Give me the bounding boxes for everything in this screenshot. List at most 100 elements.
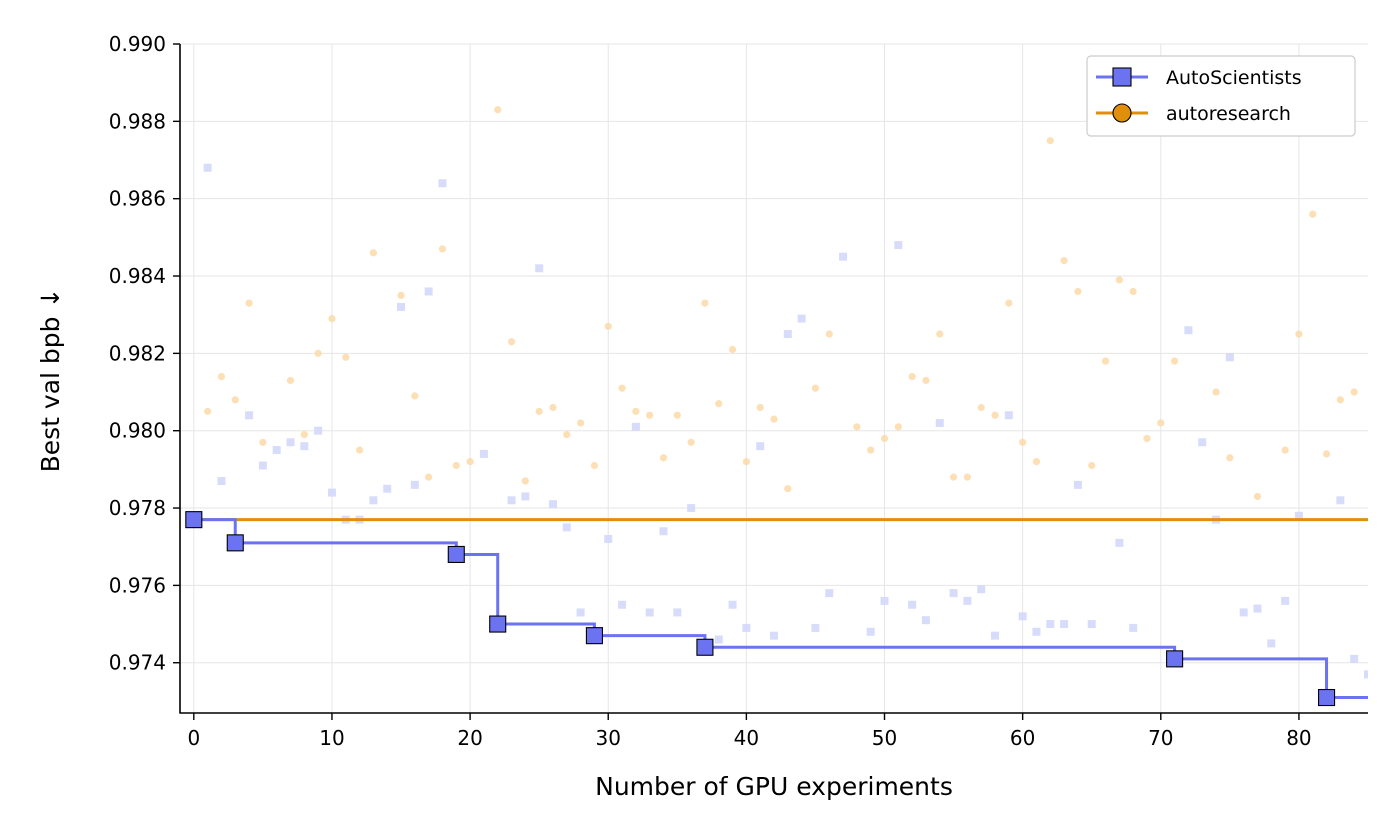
autoresearch-trial-point bbox=[1226, 454, 1234, 462]
autoresearch-trial-point bbox=[563, 430, 571, 439]
x-tick-label: 10 bbox=[319, 726, 344, 750]
autoresearch-trial-point bbox=[728, 345, 737, 354]
autoresearch-trial-point bbox=[867, 446, 875, 454]
autoresearch-trial-point bbox=[1336, 396, 1344, 404]
trial-points bbox=[203, 106, 1368, 679]
y-tick-label: 0.988 bbox=[109, 109, 166, 133]
autoscientists-trial-point bbox=[203, 163, 212, 172]
autoresearch-trial-point bbox=[590, 461, 599, 470]
autoscientists-trial-point bbox=[1060, 620, 1069, 629]
autoscientists-trial-point bbox=[1239, 608, 1248, 617]
autoresearch-trial-point bbox=[300, 430, 308, 439]
autoscientists-trial-point bbox=[1032, 627, 1041, 636]
legend-frame bbox=[1086, 55, 1356, 137]
autoresearch-trial-point bbox=[977, 403, 985, 412]
autoresearch-trial-point bbox=[466, 458, 474, 466]
tick-labels: 0 10 20 30 40 50 60 70 80 0.974 0.976 0.978 0.980 0.9… bbox=[109, 32, 1312, 750]
autoresearch-trial-point bbox=[632, 407, 640, 415]
autoresearch-trial-point bbox=[1281, 446, 1289, 454]
y-tick-label: 0.976 bbox=[109, 573, 166, 597]
autoresearch-trial-point bbox=[1019, 438, 1027, 446]
autoscientists-best-marker bbox=[185, 511, 203, 529]
autoscientists-best-marker bbox=[1166, 650, 1184, 668]
x-tick-label: 80 bbox=[1286, 726, 1311, 750]
autoscientists-trial-point bbox=[921, 616, 930, 625]
autoresearch-trial-point bbox=[659, 454, 668, 462]
autoscientists-trial-point bbox=[770, 631, 778, 640]
autoresearch-trial-point bbox=[286, 376, 295, 385]
grid bbox=[180, 43, 1368, 713]
autoresearch-trial-point bbox=[784, 485, 792, 493]
x-tick-label: 20 bbox=[457, 726, 482, 750]
autoresearch-trial-point bbox=[425, 473, 433, 481]
autoscientists-trial-point bbox=[687, 504, 696, 513]
autoresearch-trial-point bbox=[701, 299, 709, 307]
x-tick-label: 50 bbox=[872, 726, 897, 750]
x-tick-label: 30 bbox=[596, 726, 621, 750]
autoresearch-trial-point bbox=[1032, 458, 1041, 466]
autoscientists-trial-point bbox=[245, 411, 254, 420]
x-tick-label: 0 bbox=[187, 726, 200, 750]
autoscientists-trial-point bbox=[1073, 480, 1082, 489]
autoresearch-trial-point bbox=[1212, 388, 1220, 396]
legend-label-autoresearch: autoresearch bbox=[1166, 103, 1291, 125]
autoresearch-trial-point bbox=[204, 407, 212, 415]
autoscientists-best-marker bbox=[585, 627, 603, 645]
autoscientists-trial-point bbox=[631, 422, 640, 431]
autoscientists-trial-point bbox=[866, 627, 875, 636]
autoresearch-trial-point bbox=[1171, 357, 1179, 365]
autoscientists-trial-point bbox=[880, 596, 889, 605]
autoscientists-trial-point bbox=[327, 488, 336, 497]
autoresearch-trial-point bbox=[355, 446, 364, 454]
autoscientists-trial-point bbox=[535, 264, 544, 273]
autoscientists-trial-point bbox=[1281, 596, 1290, 605]
autoresearch-trial-point bbox=[521, 477, 529, 485]
autoresearch-trial-point bbox=[411, 392, 419, 400]
autoresearch-trial-point bbox=[618, 384, 626, 392]
autoscientists-trial-point bbox=[1198, 438, 1207, 447]
autoscientists-best-marker bbox=[447, 545, 465, 564]
y-tick-label: 0.986 bbox=[109, 187, 166, 211]
autoresearch-trial-point bbox=[770, 415, 778, 423]
autoscientists-best-marker bbox=[1318, 688, 1336, 707]
y-tick-label: 0.974 bbox=[109, 651, 166, 675]
autoresearch-trial-point bbox=[880, 434, 889, 443]
autoscientists-trial-point bbox=[1004, 411, 1013, 420]
autoscientists-trial-point bbox=[383, 484, 392, 493]
best-lines bbox=[193, 518, 1368, 700]
autoresearch-trial-point bbox=[604, 322, 612, 330]
autoresearch-trial-point bbox=[1074, 287, 1082, 296]
autoresearch-trial-point bbox=[1101, 357, 1110, 365]
autoresearch-trial-point bbox=[825, 330, 833, 338]
autoresearch-trial-point bbox=[245, 299, 253, 307]
autoscientists-trial-point bbox=[272, 446, 281, 455]
autoscientists-trial-point bbox=[728, 600, 737, 609]
y-axis-title: Best val bpb ↓ bbox=[36, 288, 65, 473]
autoscientists-trial-point bbox=[507, 496, 516, 505]
legend: AutoScientists autoresearch bbox=[1086, 55, 1356, 137]
autoscientists-trial-point bbox=[576, 608, 585, 617]
autoresearch-trial-point bbox=[535, 407, 543, 415]
autoresearch-trial-point bbox=[342, 353, 350, 361]
y-tick-label: 0.978 bbox=[109, 496, 166, 520]
x-tick-label: 60 bbox=[1010, 726, 1035, 750]
autoresearch-trial-point bbox=[369, 249, 377, 257]
legend-marker-autoscientists bbox=[1112, 67, 1132, 87]
autoscientists-trial-point bbox=[1267, 639, 1276, 648]
y-tick-label: 0.984 bbox=[109, 264, 166, 288]
y-tick-label: 0.982 bbox=[109, 341, 166, 365]
autoresearch-trial-point bbox=[646, 411, 654, 419]
autoresearch-trial-point bbox=[756, 403, 764, 412]
autoscientists-trial-point bbox=[1294, 511, 1303, 520]
autoresearch-trial-point bbox=[1005, 299, 1013, 307]
autoresearch-trial-point bbox=[1046, 137, 1054, 145]
autoscientists-trial-point bbox=[369, 496, 378, 505]
axes bbox=[173, 43, 1368, 720]
autoscientists-trial-point bbox=[1336, 496, 1345, 505]
autoresearch-trial-point bbox=[673, 411, 681, 419]
autoscientists-trial-point bbox=[714, 635, 723, 644]
autoscientists-trial-point bbox=[963, 596, 972, 605]
autoresearch-trial-point bbox=[1322, 450, 1331, 458]
autoresearch-trial-point bbox=[438, 245, 447, 253]
autoresearch-trial-point bbox=[963, 473, 971, 481]
